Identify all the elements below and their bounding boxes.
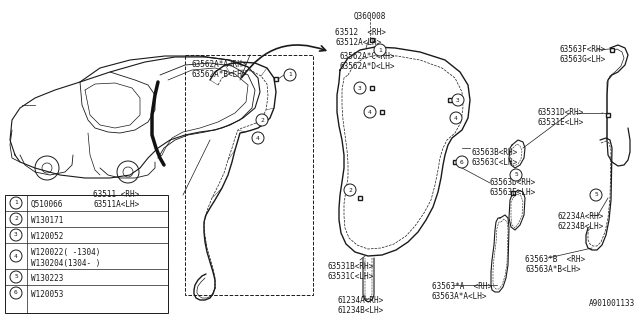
Circle shape (354, 82, 366, 94)
Text: Q510066: Q510066 (31, 200, 63, 209)
Text: 1: 1 (378, 47, 382, 52)
Text: 6: 6 (460, 159, 464, 164)
Text: 63531B<RH>: 63531B<RH> (328, 262, 374, 271)
Text: 4: 4 (14, 253, 18, 259)
Text: 63563*B  <RH>: 63563*B <RH> (525, 255, 585, 264)
Text: 63562A*B<LH>: 63562A*B<LH> (192, 70, 248, 79)
Circle shape (364, 106, 376, 118)
Circle shape (374, 44, 386, 56)
Text: 63563G<LH>: 63563G<LH> (560, 55, 606, 64)
Text: 63562A*A<RH>: 63562A*A<RH> (192, 60, 248, 69)
Text: W130171: W130171 (31, 216, 63, 225)
Text: W120022( -1304): W120022( -1304) (31, 248, 100, 257)
Text: W120052: W120052 (31, 232, 63, 241)
Text: 63512A<LH>: 63512A<LH> (335, 38, 381, 47)
Text: 61234B<LH>: 61234B<LH> (338, 306, 384, 315)
Text: 5: 5 (14, 275, 18, 279)
Text: 4: 4 (454, 116, 458, 121)
Text: 5: 5 (594, 193, 598, 197)
Text: 4: 4 (256, 135, 260, 140)
Text: W130204(1304- ): W130204(1304- ) (31, 259, 100, 268)
Bar (185, 55, 313, 295)
Text: 63511 <RH>: 63511 <RH> (93, 190, 140, 199)
Bar (5, 195, 168, 313)
Text: 3: 3 (14, 233, 18, 237)
Text: 1: 1 (288, 73, 292, 77)
Circle shape (344, 184, 356, 196)
Text: 1: 1 (14, 201, 18, 205)
Circle shape (510, 169, 522, 181)
Text: 63512  <RH>: 63512 <RH> (335, 28, 386, 37)
Text: 63511A<LH>: 63511A<LH> (93, 200, 140, 209)
Text: Q360008: Q360008 (354, 12, 386, 21)
Circle shape (10, 197, 22, 209)
Text: 3: 3 (358, 85, 362, 91)
Circle shape (10, 213, 22, 225)
Text: 63531E<LH>: 63531E<LH> (538, 118, 584, 127)
Circle shape (256, 114, 268, 126)
Text: 63531D<RH>: 63531D<RH> (538, 108, 584, 117)
Text: 63562A*C<RH>: 63562A*C<RH> (340, 52, 396, 61)
Text: 63563A*A<LH>: 63563A*A<LH> (432, 292, 488, 301)
Text: 63563C<LH>: 63563C<LH> (472, 158, 518, 167)
Text: 63563E<LH>: 63563E<LH> (490, 188, 536, 197)
Text: 61234A<RH>: 61234A<RH> (338, 296, 384, 305)
Text: 63531C<LH>: 63531C<LH> (328, 272, 374, 281)
Text: W120053: W120053 (31, 290, 63, 299)
Circle shape (452, 94, 464, 106)
Circle shape (456, 156, 468, 168)
Circle shape (10, 271, 22, 283)
Text: 5: 5 (514, 172, 518, 178)
Text: 62234B<LH>: 62234B<LH> (558, 222, 604, 231)
Text: W130223: W130223 (31, 274, 63, 283)
Text: 2: 2 (348, 188, 352, 193)
Text: A901001133: A901001133 (589, 299, 635, 308)
Text: 4: 4 (368, 109, 372, 115)
Text: 2: 2 (14, 217, 18, 221)
Text: 63563*A  <RH>: 63563*A <RH> (432, 282, 492, 291)
Text: 63563D<RH>: 63563D<RH> (490, 178, 536, 187)
Text: 6: 6 (14, 291, 18, 295)
Circle shape (252, 132, 264, 144)
Circle shape (450, 112, 462, 124)
Circle shape (10, 229, 22, 241)
Text: 63563B<RH>: 63563B<RH> (472, 148, 518, 157)
Text: 63563A*B<LH>: 63563A*B<LH> (525, 265, 580, 274)
Circle shape (284, 69, 296, 81)
Text: 3: 3 (456, 98, 460, 102)
Text: 63563F<RH>: 63563F<RH> (560, 45, 606, 54)
Text: 62234A<RH>: 62234A<RH> (558, 212, 604, 221)
Circle shape (10, 250, 22, 262)
Circle shape (10, 287, 22, 299)
Circle shape (590, 189, 602, 201)
Text: 63562A*D<LH>: 63562A*D<LH> (340, 62, 396, 71)
Text: 2: 2 (260, 117, 264, 123)
